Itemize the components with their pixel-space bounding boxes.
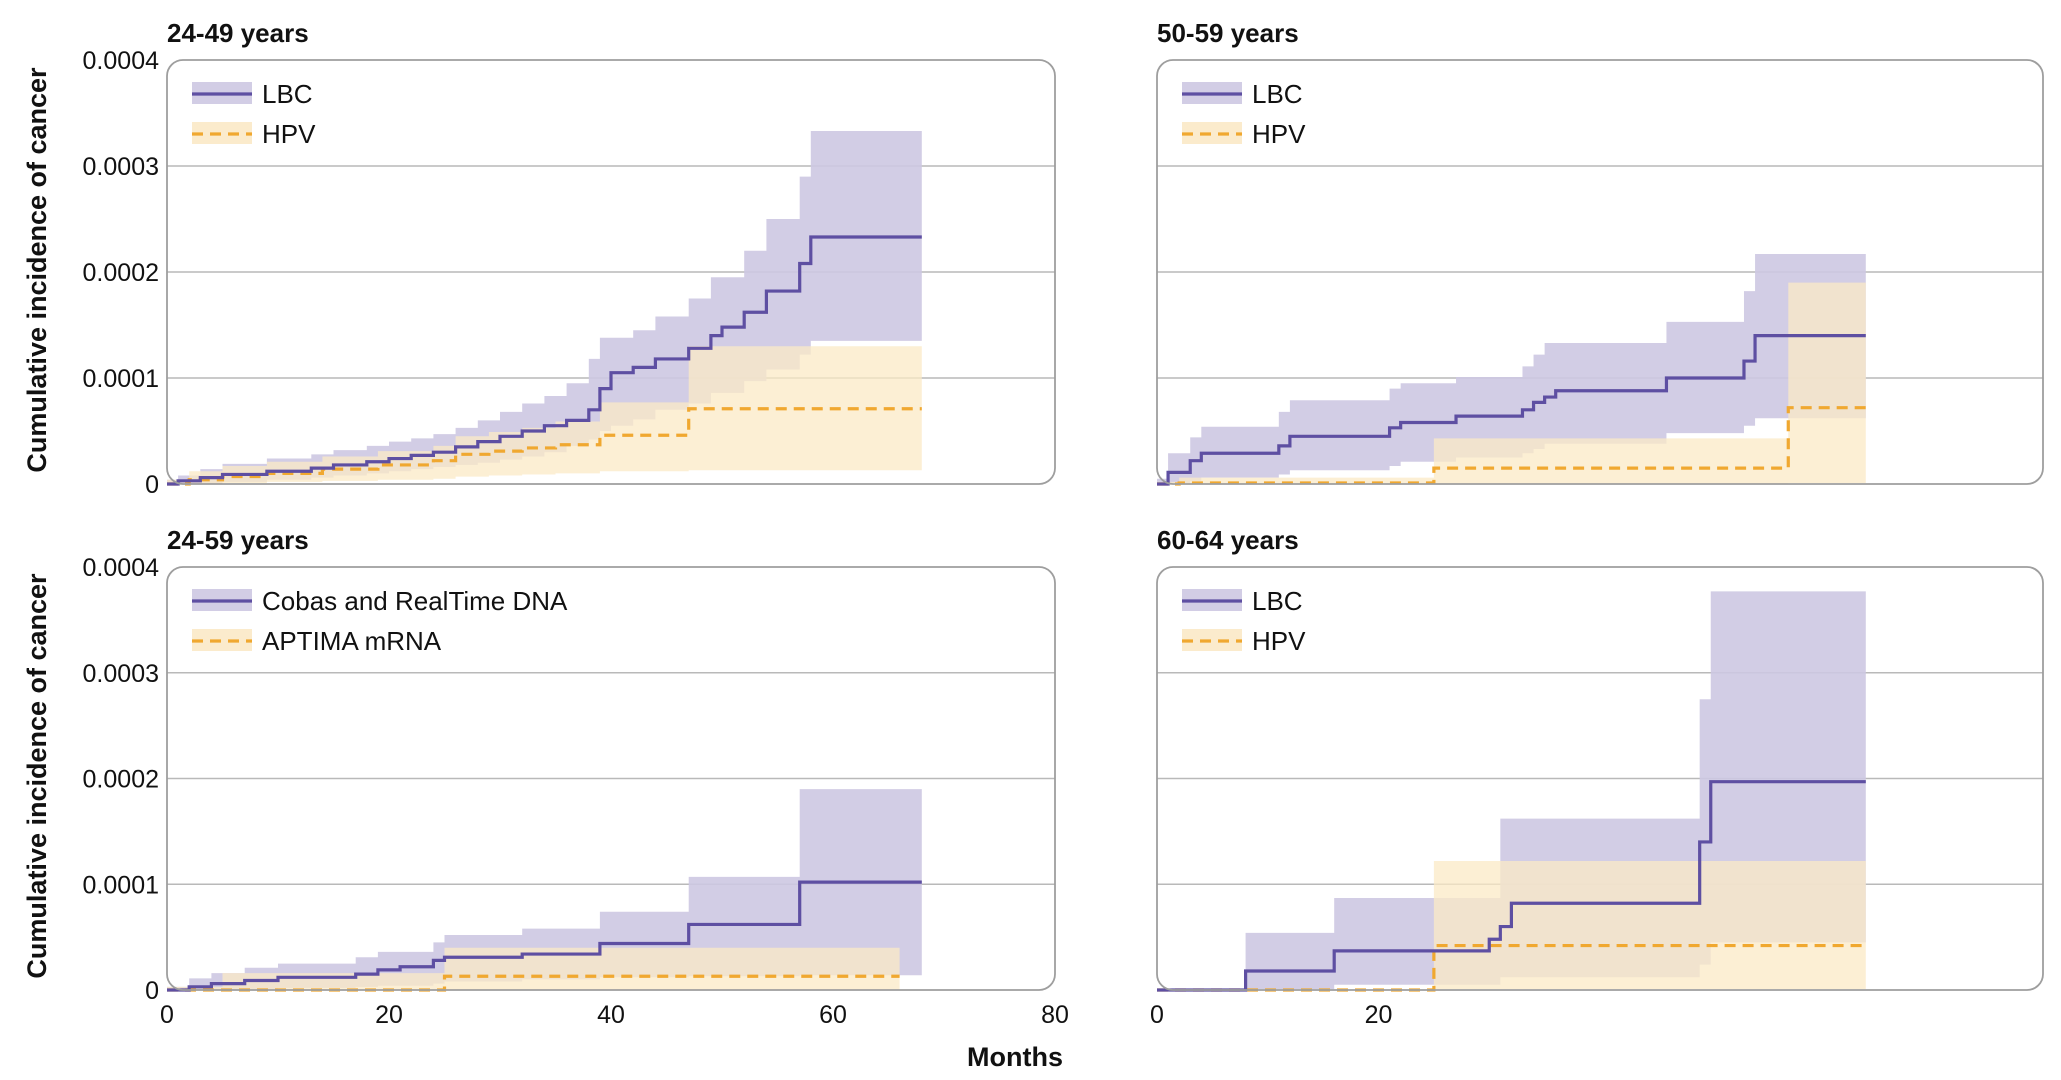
y-tick-label: 0.0004 [83, 47, 160, 75]
y-tick-label: 0.0002 [83, 259, 159, 287]
panel-title: 24-59 years [167, 525, 309, 555]
ci-band-lbc [167, 131, 922, 484]
x-tick-label: 60 [819, 1001, 847, 1029]
legend-label-hpv: HPV [1252, 119, 1306, 149]
x-tick-label: 20 [1365, 1001, 1393, 1029]
panel-60-64: 60-64 years 0 20 LBC HPV [1150, 525, 2044, 1029]
legend-label-cobas-and-realtime-dna: Cobas and RealTime DNA [262, 586, 568, 616]
x-tick-label: 80 [1041, 1001, 1069, 1029]
y-axis-label-bottom: Cumulative incidence of cancer [22, 573, 52, 979]
legend-swatch-hpv [1182, 122, 1242, 144]
plot-frame [166, 59, 1056, 485]
plot-frame [166, 566, 1056, 991]
series-line-lbc [1157, 780, 1866, 992]
x-tick-label: 20 [375, 1001, 403, 1029]
legend-label-hpv: HPV [1252, 626, 1306, 656]
y-tick-label: 0.0004 [83, 554, 160, 582]
legend-swatch-aptima-mrna [192, 629, 252, 651]
ci-band-cobas-and-realtime-dna [167, 789, 922, 990]
legend-label-hpv: HPV [262, 119, 316, 149]
image-artifact-smudge [1440, 1021, 1960, 1080]
ci-band-hpv [167, 346, 922, 484]
series-line-cobas-and-realtime-dna [167, 880, 922, 992]
panel-50-59: 50-59 years LBC HPV [1156, 18, 2044, 486]
series-line-lbc [1157, 334, 1866, 486]
y-tick-label: 0.0003 [83, 153, 159, 181]
legend-label-aptima-mrna: APTIMA mRNA [262, 626, 442, 656]
plot-frame [1156, 566, 2044, 991]
x-tick-label: 40 [597, 1001, 625, 1029]
panel-24-49: 24-49 years 0 0.0001 0.0002 0.0003 0.0004 LBC H… [83, 18, 1056, 499]
x-tick-label: 0 [160, 1001, 174, 1029]
legend-swatch-hpv [1182, 629, 1242, 651]
panel-title: 24-49 years [167, 18, 309, 48]
x-axis-label: Months [967, 1042, 1063, 1072]
legend-label-lbc: LBC [1252, 79, 1303, 109]
ci-band-hpv [1157, 282, 1866, 484]
panel-24-59: 24-59 years 0 0.0001 0.0002 0.0003 0.0004 0 20 4… [83, 525, 1069, 1029]
y-tick-label: 0.0001 [83, 871, 159, 899]
y-tick-label: 0 [145, 471, 159, 499]
ci-band-aptima-mrna [167, 947, 900, 990]
plot-frame [1156, 59, 2044, 485]
y-tick-label: 0.0001 [83, 365, 159, 393]
y-tick-label: 0.0002 [83, 766, 159, 794]
ci-band-lbc [1157, 253, 1866, 484]
legend-swatch-hpv [192, 122, 252, 144]
x-tick-label: 0 [1150, 1001, 1164, 1029]
series-line-lbc [167, 235, 922, 486]
y-tick-label: 0.0003 [83, 660, 159, 688]
legend-label-lbc: LBC [1252, 586, 1303, 616]
y-axis-label-top: Cumulative incidence of cancer [22, 67, 52, 473]
panel-title: 60-64 years [1157, 525, 1299, 555]
legend-label-lbc: LBC [262, 79, 313, 109]
panel-title: 50-59 years [1157, 18, 1299, 48]
y-tick-label: 0 [145, 977, 159, 1005]
